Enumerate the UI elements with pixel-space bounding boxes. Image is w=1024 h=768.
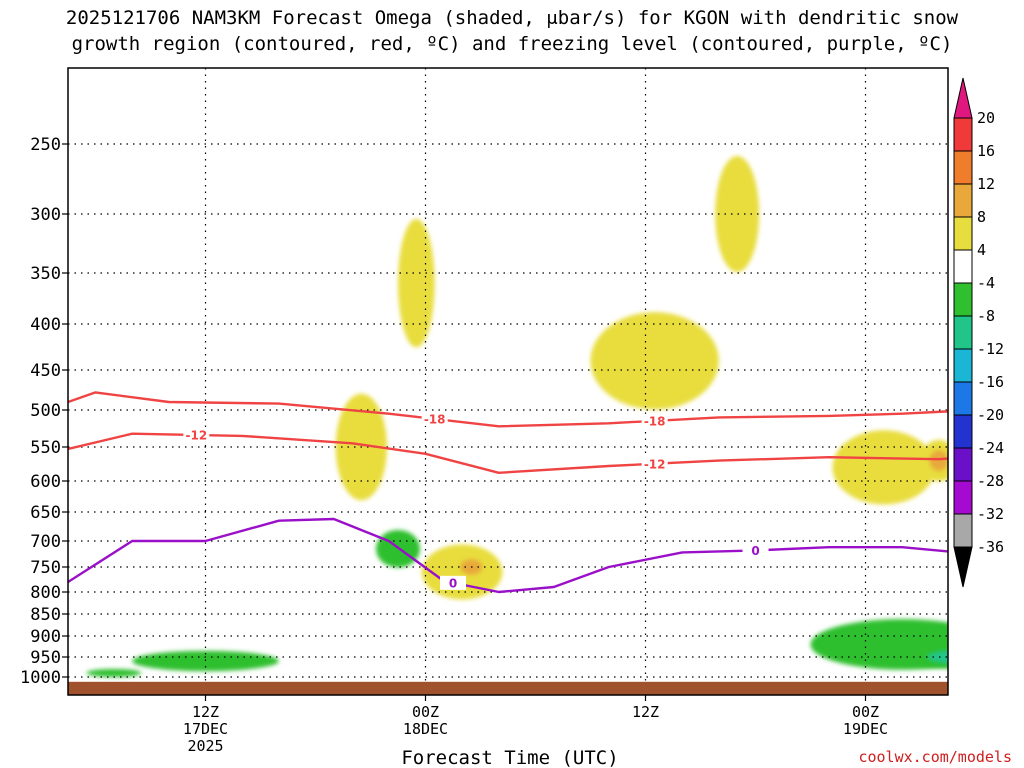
omega-cell <box>810 619 948 670</box>
pressure-tick-label: 1000 <box>20 668 61 688</box>
contour-label-bg <box>641 413 668 428</box>
watermark: coolwx.com/models <box>858 748 1012 766</box>
time-tick-label: 2025 <box>187 737 223 755</box>
contour-label-bg <box>742 543 769 558</box>
time-tick-label: 00Z <box>412 703 439 721</box>
omega-cell <box>951 653 1000 661</box>
pressure-tick-label: 750 <box>30 558 61 578</box>
colorbar-label: 4 <box>977 241 986 259</box>
contour-label: 0 <box>751 544 759 558</box>
colorbar-bin <box>953 282 973 317</box>
contour-label: 0 <box>449 576 457 590</box>
colorbar-label: -4 <box>977 274 995 292</box>
colorbar-bin <box>953 183 973 218</box>
omega-cell <box>715 155 760 273</box>
colorbar-label: 12 <box>977 175 995 193</box>
pressure-tick-label: 650 <box>30 503 61 523</box>
contour-label-bg <box>183 427 210 442</box>
contour-0 <box>68 517 948 594</box>
chart-title-line2: growth region (contoured, red, ºC) and f… <box>72 33 953 55</box>
omega-cell <box>590 312 719 410</box>
plot-frame <box>67 67 949 696</box>
pressure-tick-label: 250 <box>30 135 61 155</box>
omega-shading <box>86 155 1000 677</box>
time-tick-label: 18DEC <box>403 720 448 738</box>
omega-cell <box>929 450 948 471</box>
pressure-axis: 2503003504004505005506006507007508008509… <box>20 135 68 688</box>
pressure-tick-label: 900 <box>30 627 61 647</box>
colorbar-label: -8 <box>977 307 995 325</box>
colorbar-label: 16 <box>977 142 995 160</box>
pressure-tick-label: 550 <box>30 438 61 458</box>
colorbar-bin <box>953 249 973 284</box>
colorbar-bin <box>953 414 973 449</box>
colorbar-bin <box>953 480 973 515</box>
contour-label: -18 <box>424 412 446 426</box>
omega-cell <box>902 645 948 669</box>
pressure-tick-label: 300 <box>30 205 61 225</box>
omega-cell <box>86 669 142 677</box>
colorbar-label: -36 <box>977 538 1004 556</box>
terrain-band <box>68 681 948 695</box>
colorbar-bottom-arrow <box>953 546 973 588</box>
colorbar-bin <box>953 348 973 383</box>
colorbar-label: -32 <box>977 505 1004 523</box>
colorbar-label: 20 <box>977 109 995 127</box>
pressure-tick-label: 950 <box>30 648 61 668</box>
plot-area: -18-18-12-12-12000 <box>68 68 1024 695</box>
colorbar-bin <box>953 381 973 416</box>
colorbar-bin <box>953 117 973 152</box>
omega-cell <box>832 430 936 505</box>
contour-label-bg <box>641 456 668 471</box>
colorbar-label: 8 <box>977 208 986 226</box>
colorbar-bin <box>953 150 973 185</box>
time-tick-label: 19DEC <box>843 720 888 738</box>
colorbar-label: -28 <box>977 472 1004 490</box>
contour-label-bg <box>1018 445 1024 459</box>
pressure-tick-label: 350 <box>30 264 61 284</box>
omega-cell <box>926 650 948 664</box>
contour-label: -12 <box>1020 446 1024 460</box>
pressure-tick-label: 700 <box>30 532 61 552</box>
pressure-tick-label: 500 <box>30 401 61 421</box>
contour-label-bg <box>440 575 466 590</box>
pressure-tick-label: 600 <box>30 472 61 492</box>
pressure-tick-label: 450 <box>30 361 61 381</box>
contour-label: -18 <box>644 414 666 428</box>
pressure-tick-label: 850 <box>30 605 61 625</box>
colorbar-label: -12 <box>977 340 1004 358</box>
colorbar-bin <box>953 513 973 548</box>
time-tick-label: 00Z <box>852 703 879 721</box>
colorbar-top-arrow <box>953 77 973 119</box>
colorbar-label: -20 <box>977 406 1004 424</box>
grid-lines <box>68 68 948 695</box>
chart-title-line1: 2025121706 NAM3KM Forecast Omega (shaded… <box>66 7 959 29</box>
terrain-surface <box>68 681 948 695</box>
x-axis-label: Forecast Time (UTC) <box>401 747 618 768</box>
contour--18 <box>68 391 948 428</box>
time-tick-label: 12Z <box>632 703 659 721</box>
contour-label-bg <box>421 411 448 426</box>
contour-label: -12 <box>644 457 666 471</box>
omega-cell <box>398 219 435 348</box>
contour-label: -12 <box>185 428 207 442</box>
contour-lines: -18-18-12-12-12000 <box>68 391 1024 594</box>
pressure-tick-label: 400 <box>30 315 61 335</box>
time-tick-label: 12Z <box>192 703 219 721</box>
colorbar-label: -24 <box>977 439 1004 457</box>
colorbar-bin <box>953 216 973 251</box>
colorbar-bin <box>953 315 973 350</box>
colorbar-bin <box>953 447 973 482</box>
time-tick-label: 17DEC <box>183 720 228 738</box>
pressure-tick-label: 800 <box>30 583 61 603</box>
colorbar-label: -16 <box>977 373 1004 391</box>
colorbar: 20 16 12 8 4 -4 -8 -12 -16 -20 -24 -28 -32 -36 <box>953 77 1004 588</box>
